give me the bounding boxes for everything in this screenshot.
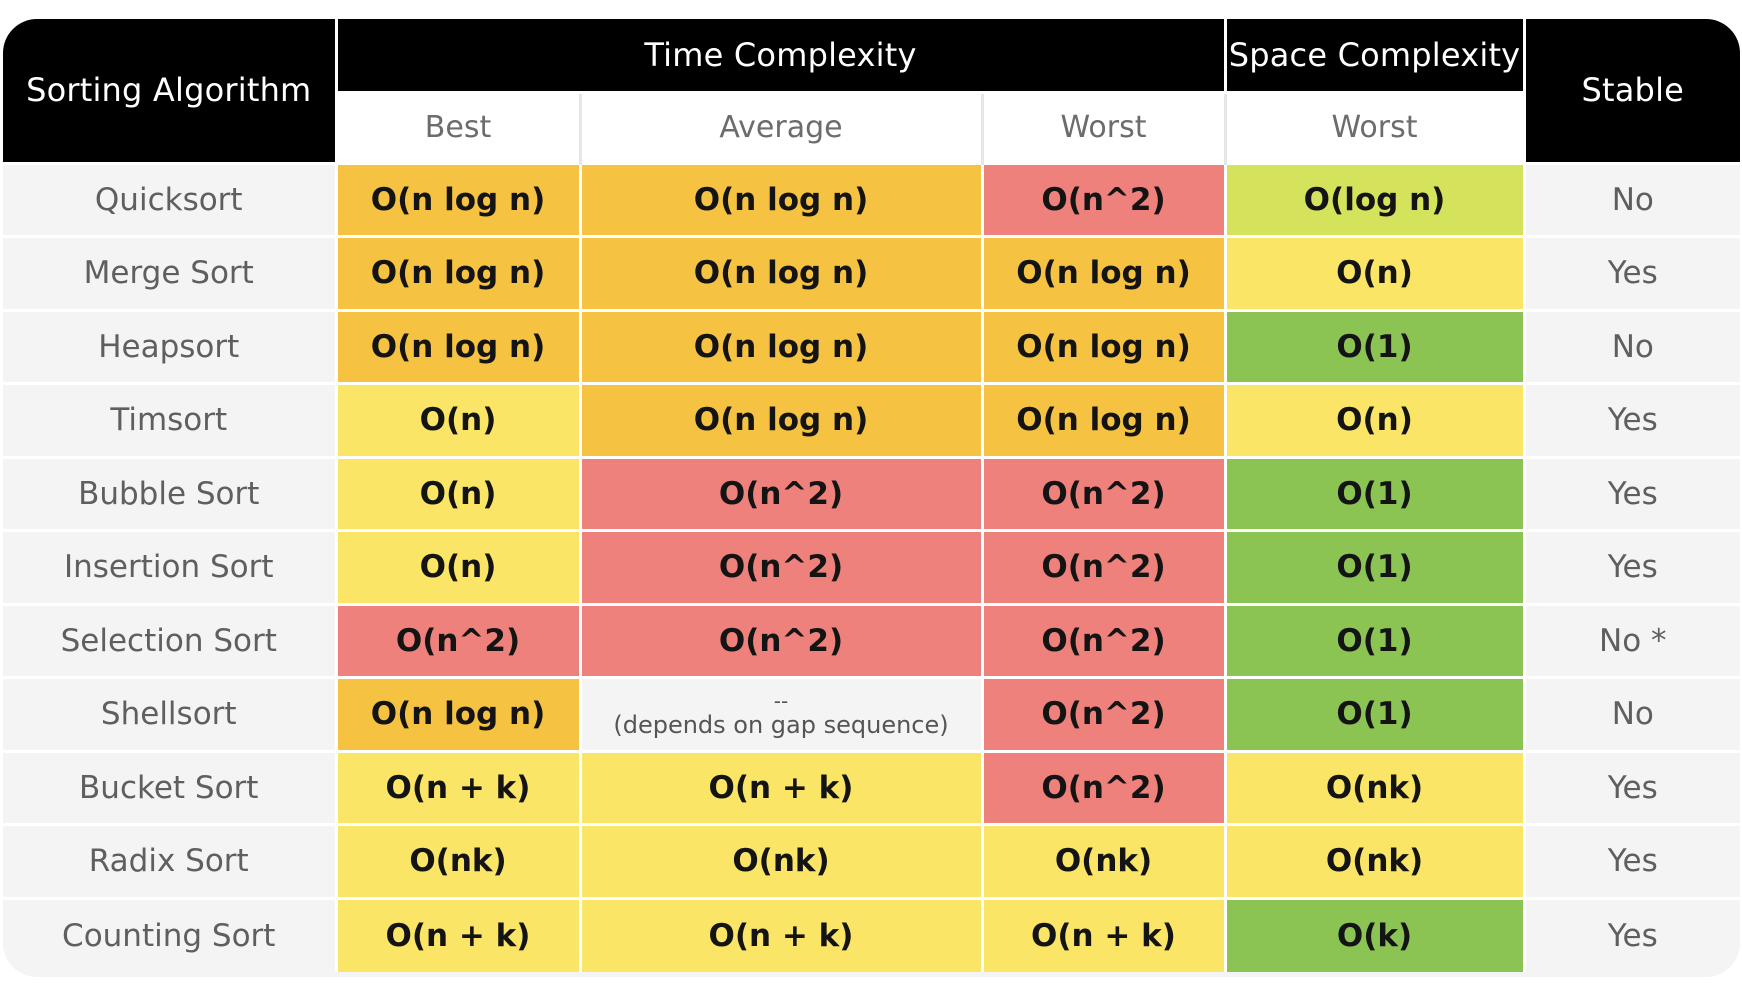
space-complexity-cell: O(n) bbox=[1223, 382, 1525, 457]
best-case-cell: O(nk) bbox=[334, 823, 580, 898]
average-case-cell: O(n log n) bbox=[578, 161, 982, 237]
worst-case-cell: O(n^2) bbox=[980, 161, 1226, 237]
algorithm-name: Bucket Sort bbox=[3, 749, 336, 825]
header-worst: Worst bbox=[980, 92, 1226, 164]
stable-cell: No bbox=[1522, 161, 1740, 237]
worst-case-cell: O(n^2) bbox=[980, 749, 1226, 825]
algorithm-name: Radix Sort bbox=[3, 823, 336, 898]
algorithm-name: Timsort bbox=[3, 382, 336, 457]
average-case-cell: O(n log n) bbox=[578, 235, 982, 310]
algorithm-name: Merge Sort bbox=[3, 235, 336, 310]
header-row-subcolumns: Best Average Worst Worst bbox=[3, 92, 1740, 164]
algorithm-name: Selection Sort bbox=[3, 602, 336, 678]
header-row-groups: Sorting Algorithm Time Complexity Space … bbox=[3, 19, 1740, 163]
complexity-table-container: Sorting Algorithm Time Complexity Space … bbox=[3, 19, 1740, 977]
header-stable: Stable bbox=[1524, 19, 1740, 163]
average-case-cell: O(n^2) bbox=[578, 602, 982, 678]
algorithm-name: Insertion Sort bbox=[3, 529, 336, 604]
stable-cell: Yes bbox=[1522, 382, 1740, 457]
table-row: Selection Sort O(n^2) O(n^2) O(n^2) O(1)… bbox=[3, 602, 1740, 678]
stable-cell: No * bbox=[1522, 602, 1740, 678]
stable-cell: Yes bbox=[1522, 529, 1740, 604]
best-case-cell: O(n + k) bbox=[334, 896, 580, 972]
average-case-cell: O(n log n) bbox=[578, 382, 982, 457]
best-case-cell: O(n^2) bbox=[334, 602, 580, 678]
space-complexity-cell: O(1) bbox=[1223, 308, 1525, 384]
worst-case-cell: O(nk) bbox=[980, 823, 1226, 898]
average-case-note: (depends on gap sequence) bbox=[613, 711, 949, 740]
best-case-cell: O(n) bbox=[334, 382, 580, 457]
best-case-cell: O(n log n) bbox=[334, 676, 580, 751]
table-row: Merge Sort O(n log n) O(n log n) O(n log… bbox=[3, 235, 1740, 310]
algorithm-name: Counting Sort bbox=[3, 896, 336, 972]
algorithm-name: Heapsort bbox=[3, 308, 336, 384]
table-row: Shellsort O(n log n) -- (depends on gap … bbox=[3, 676, 1740, 751]
space-complexity-cell: O(nk) bbox=[1223, 823, 1525, 898]
table-row: Bucket Sort O(n + k) O(n + k) O(n^2) O(n… bbox=[3, 749, 1740, 825]
table-row: Insertion Sort O(n) O(n^2) O(n^2) O(1) Y… bbox=[3, 529, 1740, 604]
best-case-cell: O(n) bbox=[334, 455, 580, 531]
header-space-worst: Worst bbox=[1223, 92, 1526, 164]
worst-case-cell: O(n^2) bbox=[980, 529, 1226, 604]
space-complexity-cell: O(1) bbox=[1223, 455, 1525, 531]
best-case-cell: O(n log n) bbox=[334, 235, 580, 310]
stable-cell: Yes bbox=[1522, 455, 1740, 531]
average-case-cell: O(n log n) bbox=[578, 308, 982, 384]
stable-cell: No bbox=[1522, 676, 1740, 751]
header-average: Average bbox=[578, 92, 982, 164]
sorting-complexity-table: Sorting Algorithm Time Complexity Space … bbox=[3, 19, 1740, 972]
algorithm-name: Bubble Sort bbox=[3, 455, 336, 531]
average-case-cell: O(n^2) bbox=[578, 529, 982, 604]
average-case-cell: O(n + k) bbox=[578, 749, 982, 825]
best-case-cell: O(n) bbox=[334, 529, 580, 604]
table-row: Heapsort O(n log n) O(n log n) O(n log n… bbox=[3, 308, 1740, 384]
best-case-cell: O(n log n) bbox=[334, 308, 580, 384]
table-row: Radix Sort O(nk) O(nk) O(nk) O(nk) Yes bbox=[3, 823, 1740, 898]
space-complexity-cell: O(1) bbox=[1223, 676, 1525, 751]
average-case-cell: O(nk) bbox=[578, 823, 982, 898]
stable-cell: Yes bbox=[1522, 823, 1740, 898]
average-case-dash: -- bbox=[773, 689, 789, 714]
table-row: Counting Sort O(n + k) O(n + k) O(n + k)… bbox=[3, 896, 1740, 972]
stable-cell: Yes bbox=[1522, 235, 1740, 310]
space-complexity-cell: O(1) bbox=[1223, 602, 1525, 678]
stable-cell: Yes bbox=[1522, 896, 1740, 972]
header-sorting-algorithm: Sorting Algorithm bbox=[3, 19, 336, 163]
header-time-complexity: Time Complexity bbox=[334, 19, 1226, 94]
space-complexity-cell: O(1) bbox=[1223, 529, 1525, 604]
average-case-cell: O(n + k) bbox=[578, 896, 982, 972]
worst-case-cell: O(n + k) bbox=[980, 896, 1226, 972]
worst-case-cell: O(n log n) bbox=[980, 382, 1226, 457]
worst-case-cell: O(n log n) bbox=[980, 235, 1226, 310]
space-complexity-cell: O(log n) bbox=[1223, 161, 1525, 237]
worst-case-cell: O(n^2) bbox=[980, 676, 1226, 751]
average-case-note-cell: -- (depends on gap sequence) bbox=[578, 676, 982, 751]
algorithm-name: Shellsort bbox=[3, 676, 336, 751]
worst-case-cell: O(n^2) bbox=[980, 602, 1226, 678]
header-space-complexity: Space Complexity bbox=[1223, 19, 1526, 94]
worst-case-cell: O(n^2) bbox=[980, 455, 1226, 531]
best-case-cell: O(n + k) bbox=[334, 749, 580, 825]
space-complexity-cell: O(n) bbox=[1223, 235, 1525, 310]
best-case-cell: O(n log n) bbox=[334, 161, 580, 237]
worst-case-cell: O(n log n) bbox=[980, 308, 1226, 384]
average-case-cell: O(n^2) bbox=[578, 455, 982, 531]
table-row: Quicksort O(n log n) O(n log n) O(n^2) O… bbox=[3, 161, 1740, 237]
table-row: Timsort O(n) O(n log n) O(n log n) O(n) … bbox=[3, 382, 1740, 457]
algorithm-name: Quicksort bbox=[3, 161, 336, 237]
table-row: Bubble Sort O(n) O(n^2) O(n^2) O(1) Yes bbox=[3, 455, 1740, 531]
space-complexity-cell: O(nk) bbox=[1223, 749, 1525, 825]
header-best: Best bbox=[334, 92, 580, 164]
space-complexity-cell: O(k) bbox=[1223, 896, 1525, 972]
stable-cell: No bbox=[1522, 308, 1740, 384]
stable-cell: Yes bbox=[1522, 749, 1740, 825]
